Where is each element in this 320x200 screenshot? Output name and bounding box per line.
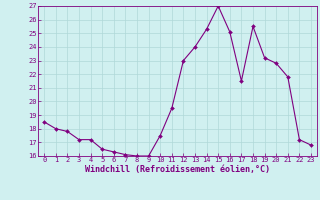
X-axis label: Windchill (Refroidissement éolien,°C): Windchill (Refroidissement éolien,°C) <box>85 165 270 174</box>
